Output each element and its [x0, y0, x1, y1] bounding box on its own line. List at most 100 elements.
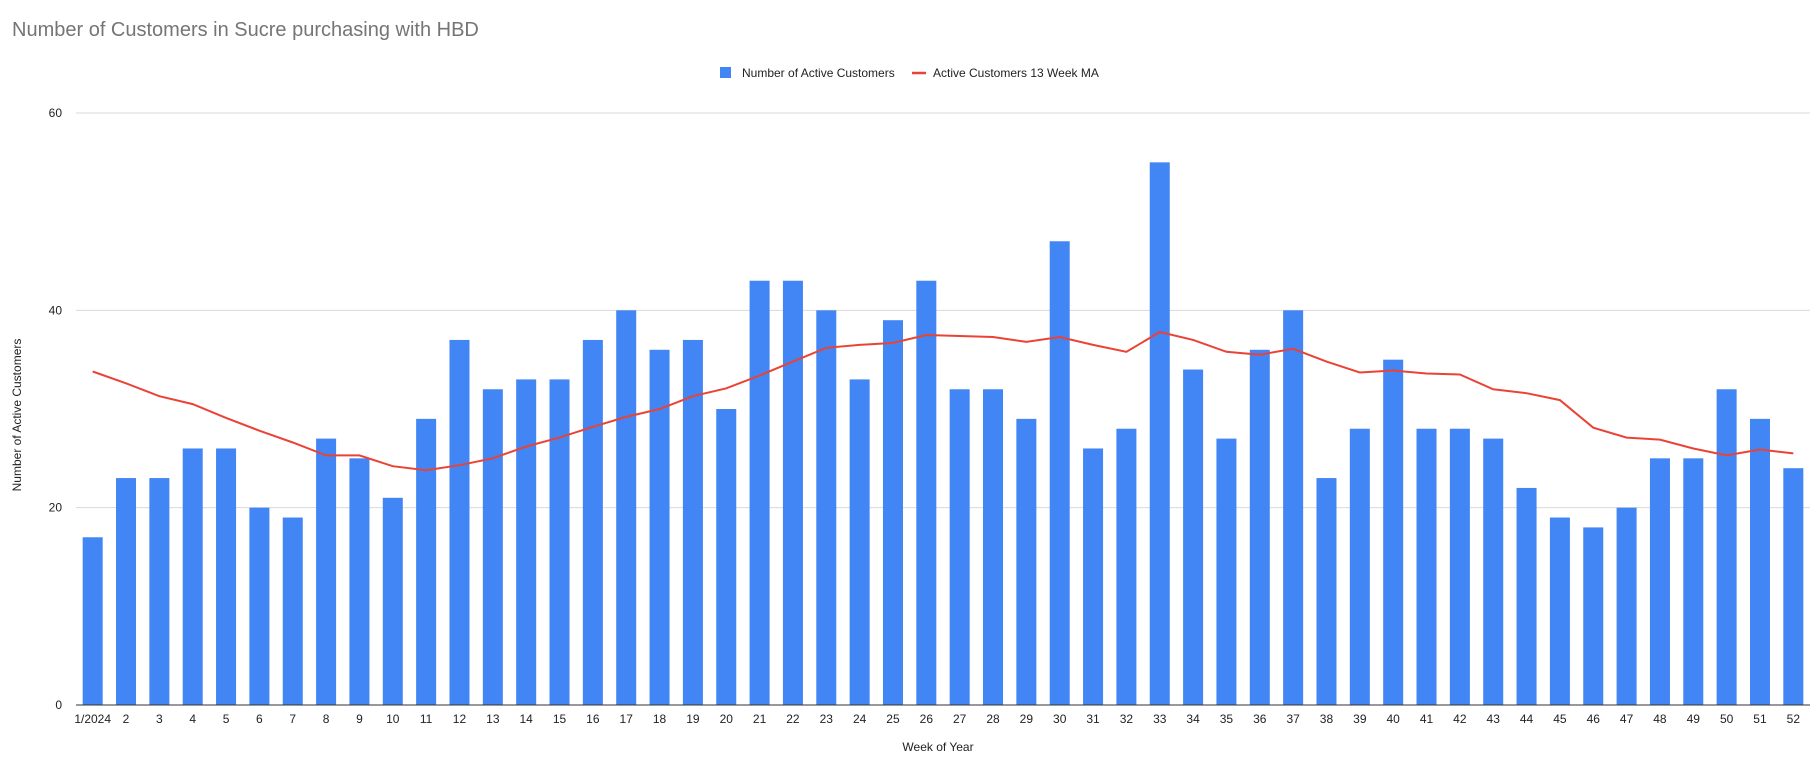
x-tick-label: 25 [886, 712, 900, 726]
bar-week-30 [1049, 241, 1070, 705]
x-tick-label: 31 [1086, 712, 1100, 726]
x-tick-label: 9 [356, 712, 363, 726]
y-tick-label: 20 [49, 501, 63, 515]
x-tick-label: 43 [1487, 712, 1501, 726]
x-tick-label: 26 [920, 712, 934, 726]
legend-label-bar: Number of Active Customers [742, 66, 895, 80]
x-tick-label: 34 [1186, 712, 1200, 726]
x-tick-label: 37 [1286, 712, 1300, 726]
bar-week-9 [349, 458, 370, 705]
bar-week-19 [682, 339, 703, 705]
bar-week-52 [1783, 468, 1804, 705]
x-tick-label: 36 [1253, 712, 1267, 726]
bar-week-44 [1516, 487, 1537, 705]
bar-week-31 [1083, 448, 1104, 705]
y-tick-label: 0 [55, 698, 62, 712]
bar-week-2 [116, 478, 137, 705]
bar-week-26 [916, 280, 937, 705]
x-tick-label: 13 [486, 712, 500, 726]
bar-week-51 [1749, 418, 1770, 705]
x-tick-label: 38 [1320, 712, 1334, 726]
bar-week-47 [1616, 507, 1637, 705]
x-tick-label: 49 [1687, 712, 1701, 726]
x-tick-label: 14 [519, 712, 533, 726]
bar-week-33 [1149, 162, 1170, 706]
bar-week-18 [649, 349, 670, 705]
x-tick-label: 52 [1787, 712, 1801, 726]
bar-week-36 [1249, 349, 1270, 705]
x-tick-label: 24 [853, 712, 867, 726]
bar-week-38 [1316, 478, 1337, 705]
bar-week-5 [216, 448, 237, 705]
bar-week-34 [1183, 369, 1204, 705]
bar-week-3 [149, 478, 170, 705]
bar-week-8 [316, 438, 337, 705]
x-tick-label: 11 [420, 712, 433, 726]
bar-week-10 [382, 497, 403, 705]
moving-average-line [92, 330, 1794, 472]
x-tick-label: 29 [1020, 712, 1034, 726]
x-tick-label: 35 [1220, 712, 1234, 726]
bar-week-7 [282, 517, 303, 705]
x-tick-label: 5 [223, 712, 230, 726]
bar-week-21 [749, 280, 770, 705]
bar-week-42 [1449, 428, 1470, 705]
bar-week-28 [983, 389, 1004, 705]
x-tick-label: 42 [1453, 712, 1467, 726]
bar-week-24 [849, 379, 870, 705]
bar-week-41 [1416, 428, 1437, 705]
bar-week-39 [1349, 428, 1370, 705]
x-tick-label: 3 [156, 712, 163, 726]
x-tick-label: 1/2024 [74, 712, 111, 726]
x-tick-label: 41 [1420, 712, 1434, 726]
x-tick-label: 23 [820, 712, 834, 726]
x-tick-label: 20 [720, 712, 734, 726]
bar-week-16 [582, 339, 603, 705]
x-tick-label: 48 [1653, 712, 1667, 726]
x-axis-ticks: 1/2024 2 3 4 5 6 7 8 9 10 11 12 13 14 15 16 17 18 19 20 21 22… [74, 712, 1800, 726]
x-tick-label: 46 [1587, 712, 1601, 726]
bar-week-40 [1383, 359, 1404, 705]
bar-week-27 [949, 389, 970, 705]
bar-week-32 [1116, 428, 1137, 705]
x-tick-label: 10 [386, 712, 400, 726]
chart-title: Number of Customers in Sucre purchasing … [12, 19, 479, 41]
x-tick-label: 4 [189, 712, 196, 726]
bar-week-1 [82, 537, 103, 705]
bar-week-12 [449, 339, 470, 705]
bar-week-35 [1216, 438, 1237, 705]
x-tick-label: 44 [1520, 712, 1534, 726]
bar-week-17 [616, 310, 637, 705]
bar-week-43 [1483, 438, 1504, 705]
x-tick-label: 45 [1553, 712, 1567, 726]
x-tick-label: 39 [1353, 712, 1367, 726]
legend-swatch-bar [720, 67, 731, 78]
x-tick-label: 2 [123, 712, 130, 726]
bar-week-46 [1583, 527, 1604, 705]
x-tick-label: 28 [986, 712, 1000, 726]
x-tick-label: 16 [586, 712, 600, 726]
x-tick-label: 40 [1386, 712, 1400, 726]
bar-week-15 [549, 379, 570, 705]
x-tick-label: 12 [453, 712, 467, 726]
bar-week-4 [182, 448, 203, 705]
x-tick-label: 19 [686, 712, 700, 726]
y-axis-title: Number of Active Customers [10, 339, 24, 492]
x-tick-label: 27 [953, 712, 967, 726]
bar-week-23 [816, 310, 837, 705]
y-axis-ticks: 0 20 40 60 [49, 106, 63, 712]
bar-week-22 [782, 280, 803, 705]
x-tick-label: 50 [1720, 712, 1734, 726]
bar-week-49 [1683, 458, 1704, 705]
legend-label-line: Active Customers 13 Week MA [933, 66, 1099, 80]
bar-week-48 [1649, 458, 1670, 705]
x-tick-label: 6 [256, 712, 263, 726]
x-tick-label: 17 [620, 712, 634, 726]
y-tick-label: 60 [49, 106, 63, 120]
x-axis-title: Week of Year [902, 740, 973, 754]
x-tick-label: 18 [653, 712, 667, 726]
x-tick-label: 21 [753, 712, 767, 726]
bar-week-29 [1016, 418, 1037, 705]
x-tick-label: 15 [553, 712, 567, 726]
